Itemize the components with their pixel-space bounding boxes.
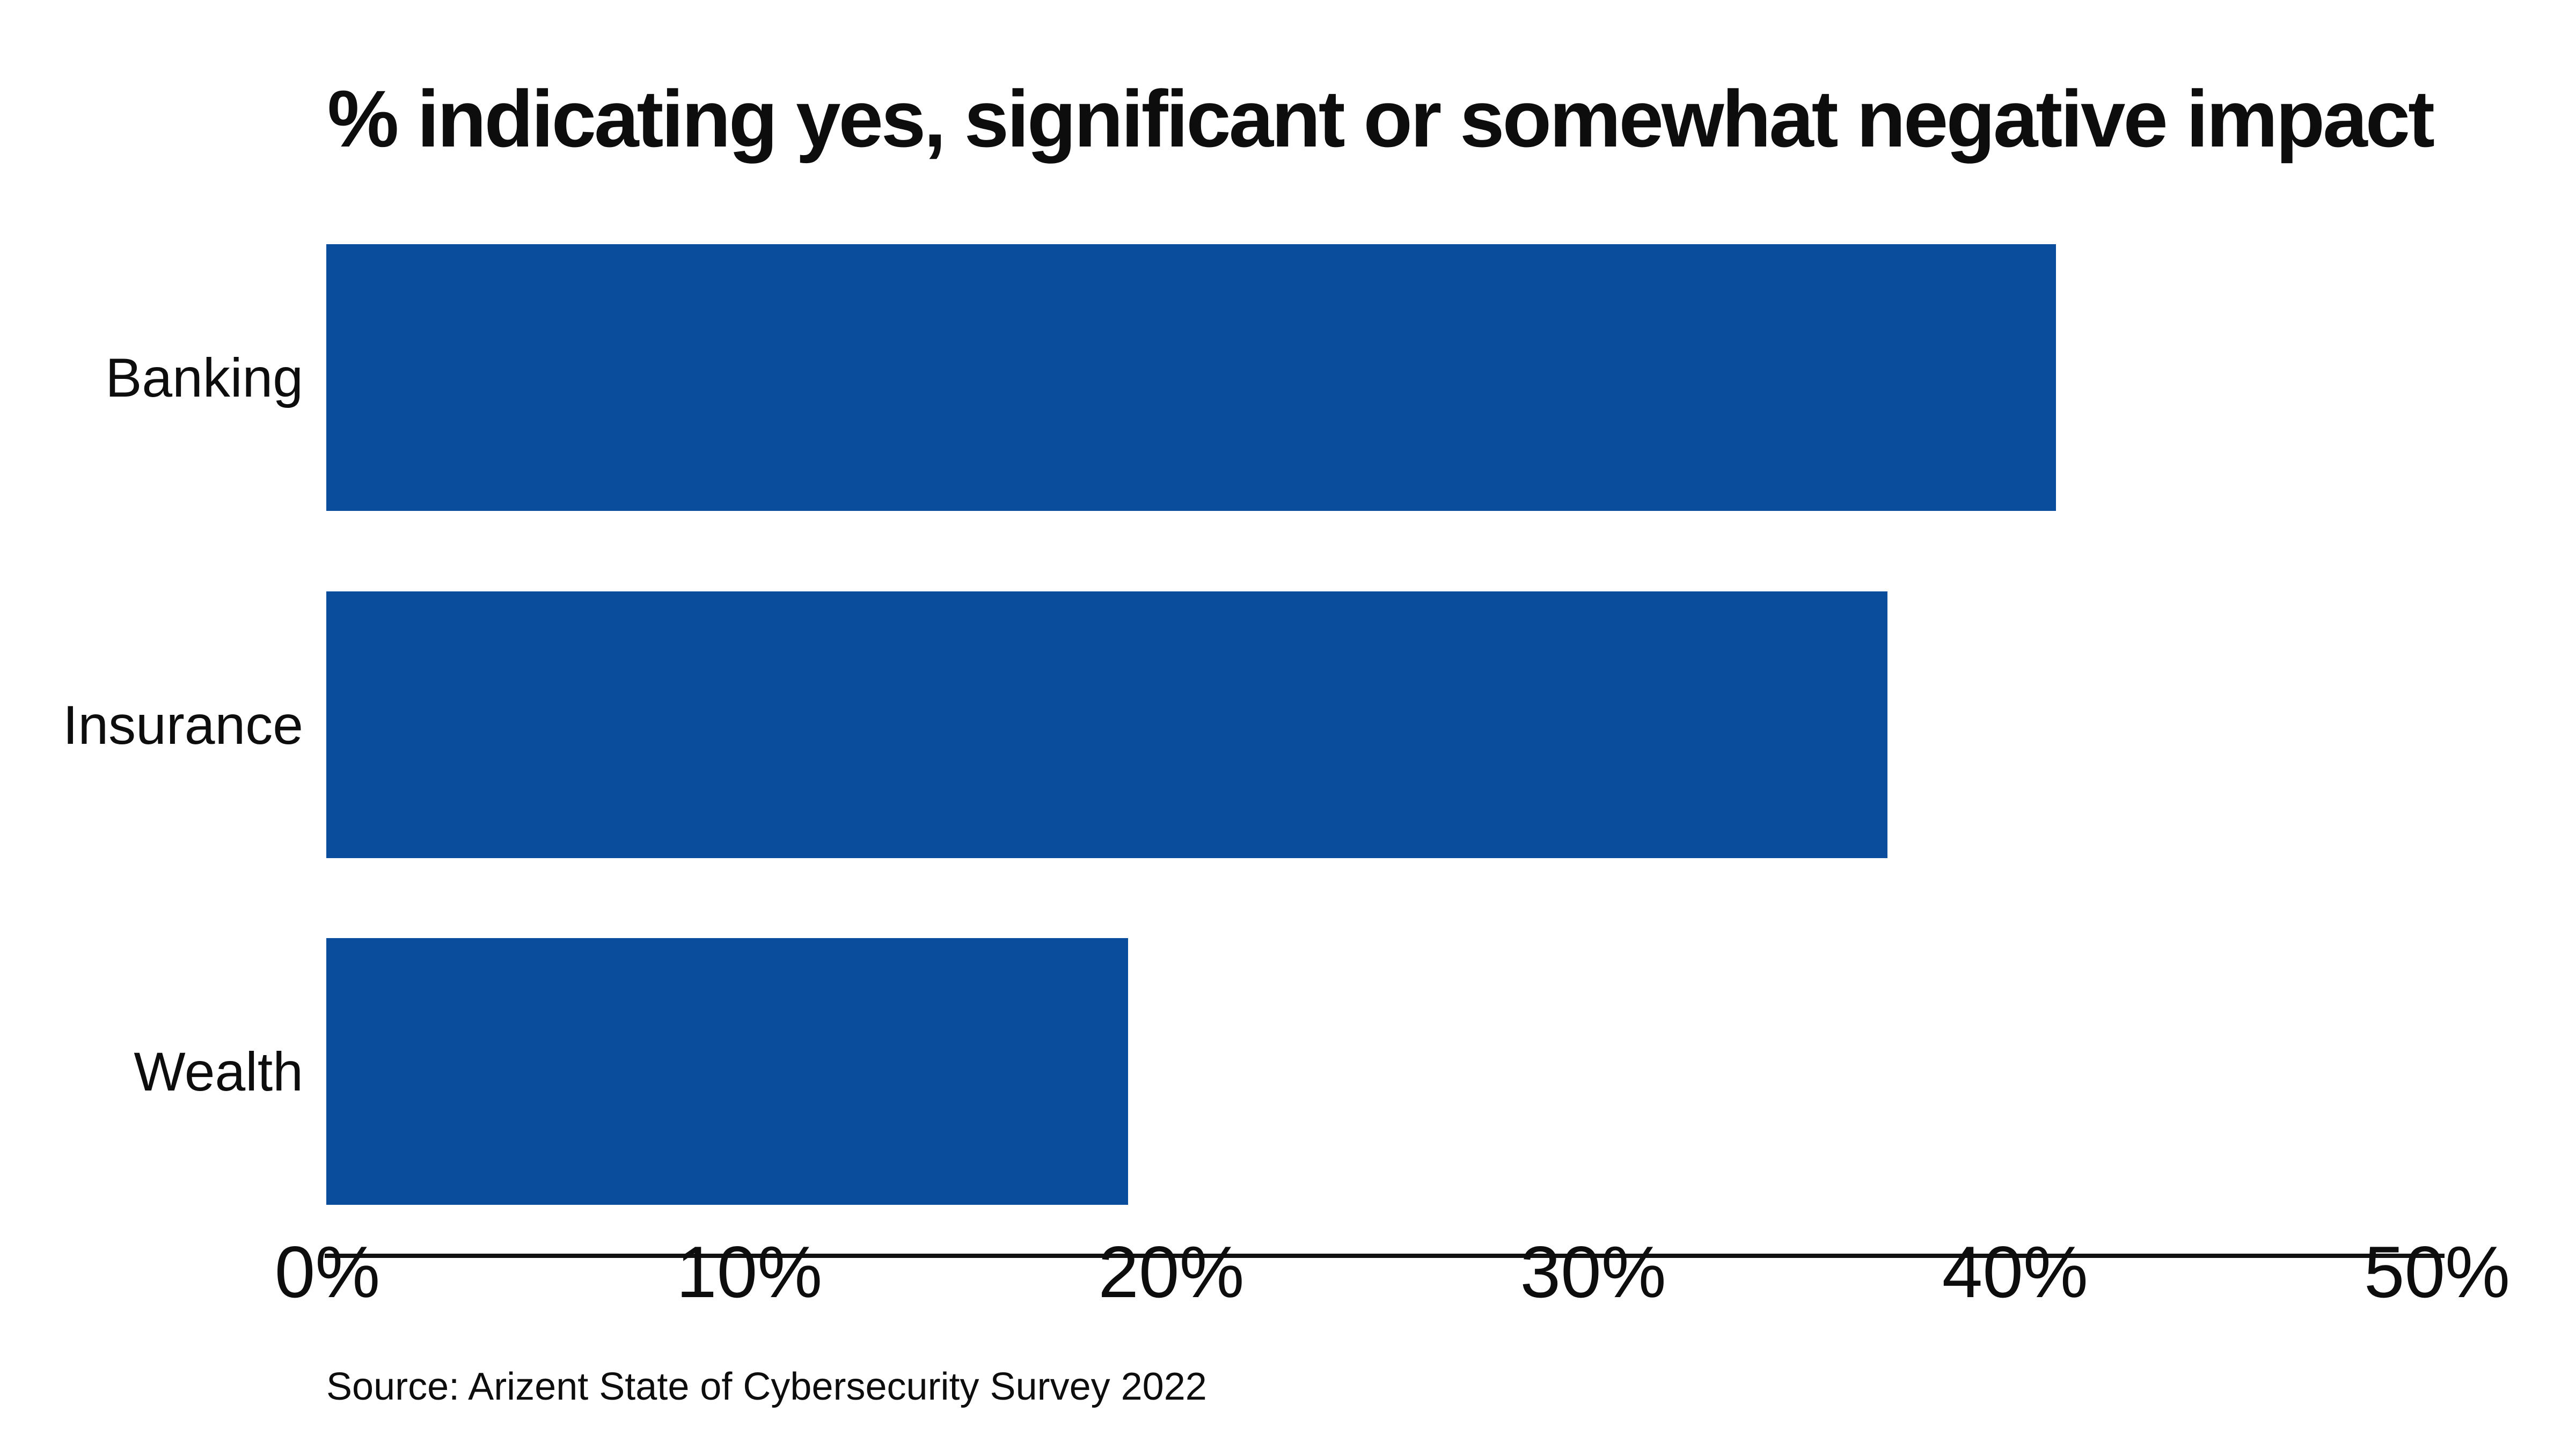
x-tick-label-20pct: 20% xyxy=(1098,1231,1245,1313)
x-axis-line xyxy=(325,1254,2445,1258)
x-tick-label-0pct: 0% xyxy=(274,1231,380,1313)
category-label-wealth: Wealth xyxy=(134,1041,303,1102)
x-tick-label-10pct: 10% xyxy=(676,1231,823,1313)
x-tick-label-40pct: 40% xyxy=(1942,1231,2088,1313)
bar-banking xyxy=(326,244,2056,511)
category-label-insurance: Insurance xyxy=(63,694,303,756)
source-note: Source: Arizent State of Cybersecurity S… xyxy=(326,1365,1207,1408)
bar-wealth xyxy=(326,938,1128,1205)
bar-insurance xyxy=(326,591,1887,858)
x-tick-label-50pct: 50% xyxy=(2363,1231,2511,1313)
x-tick-label-30pct: 30% xyxy=(1520,1231,1666,1313)
chart-title: % indicating yes, significant or somewha… xyxy=(327,74,2435,164)
category-label-banking: Banking xyxy=(105,347,303,408)
